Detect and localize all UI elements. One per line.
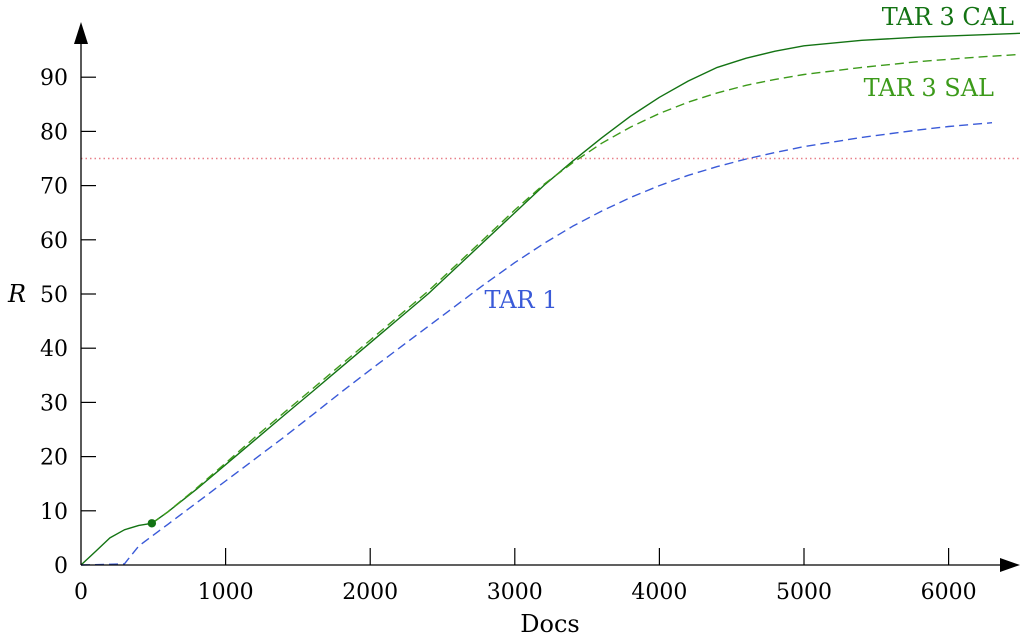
x-tick-label: 0 — [74, 580, 88, 605]
y-tick-label: 20 — [40, 446, 68, 471]
series-layer — [80, 32, 1020, 566]
labels-layer: Docs R TAR 3 CAL TAR 3 SAL TAR 1 — [7, 3, 1014, 638]
x-tick-label: 5000 — [776, 580, 832, 605]
y-tick-label: 0 — [54, 554, 68, 579]
x-tick-label: 6000 — [921, 580, 977, 605]
y-tick-label: 50 — [40, 283, 68, 308]
y-axis-arrow — [74, 22, 88, 44]
series-line-tar-3-sal — [151, 53, 1020, 524]
y-tick-label: 30 — [40, 391, 68, 416]
series-label-tar3-cal: TAR 3 CAL — [882, 3, 1014, 31]
y-axis-title: R — [7, 280, 26, 308]
x-axis-title: Docs — [520, 610, 579, 638]
y-tick-label: 70 — [40, 175, 68, 200]
series-line-tar-1 — [80, 122, 993, 566]
ticks-layer: 0 1000 2000 3000 4000 5000 6000 0 10 20 30 40 50 60 70… — [40, 66, 977, 605]
axes-layer — [74, 22, 1020, 572]
y-tick-label: 10 — [40, 500, 68, 525]
x-tick-label: 3000 — [487, 580, 543, 605]
y-tick-label: 80 — [40, 120, 68, 145]
x-tick-label: 2000 — [342, 580, 398, 605]
y-tick-label: 40 — [40, 337, 68, 362]
series-label-tar1: TAR 1 — [485, 286, 558, 314]
x-tick-label: 4000 — [631, 580, 687, 605]
y-tick-label: 60 — [40, 229, 68, 254]
marker-point — [147, 519, 157, 528]
y-tick-label: 90 — [40, 66, 68, 91]
x-tick-label: 1000 — [198, 580, 254, 605]
x-axis-arrow — [1000, 558, 1020, 572]
series-label-tar3-sal: TAR 3 SAL — [864, 74, 994, 102]
